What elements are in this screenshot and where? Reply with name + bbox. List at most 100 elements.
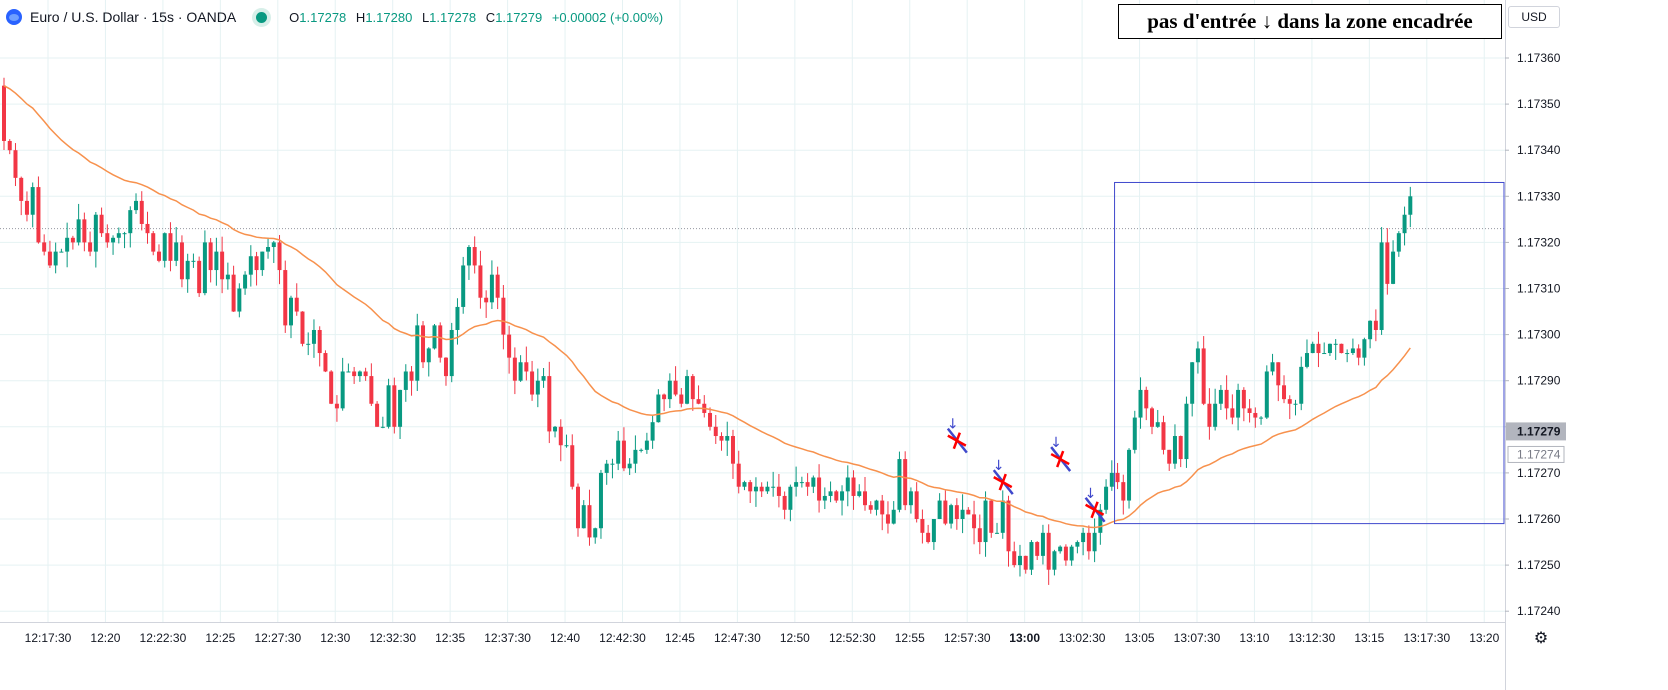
time-axis[interactable]: 12:17:30 12:20 12:22:30 12:25 12:27:30 12:30 1… [0, 622, 1505, 646]
candle-body [943, 500, 948, 524]
candle-body [478, 265, 483, 298]
low-label: L [421, 9, 430, 25]
time-tick-label: 12:40 [550, 631, 580, 645]
candle [593, 527, 598, 544]
candle-body [1385, 242, 1390, 284]
time-tick-label: 12:27:30 [254, 631, 301, 645]
candle-body [1316, 343, 1321, 354]
candle-body [415, 325, 420, 381]
candle-body [128, 210, 133, 234]
annotation-text-box[interactable]: pas d'entrée ↓ dans la zone encadrée [1118, 4, 1502, 39]
time-tick-label: 12:50 [780, 631, 810, 645]
symbol-title[interactable]: Euro / U.S. Dollar · 15s · OANDA [30, 9, 237, 25]
candle [1253, 407, 1258, 428]
candle [989, 500, 994, 538]
candle [530, 360, 535, 401]
candle-body [954, 505, 959, 519]
arrow-down-icon: ↓ [993, 458, 1005, 474]
candle [570, 434, 575, 490]
candle [443, 357, 448, 386]
candle [587, 489, 592, 546]
candle [1316, 331, 1321, 368]
candle-body [1282, 385, 1287, 400]
candle [1339, 343, 1344, 354]
candle [581, 500, 586, 529]
candle [1236, 383, 1241, 431]
candle-body [811, 477, 816, 487]
settings-gear-icon[interactable]: ⚙ [1533, 630, 1549, 647]
candle [845, 465, 850, 507]
candle [621, 427, 626, 472]
entry-marker: ↓ [947, 417, 968, 454]
candle-body [725, 436, 730, 441]
candle-body [920, 519, 925, 533]
candle [1190, 361, 1195, 417]
candle [1075, 540, 1080, 554]
candle-body [443, 357, 448, 377]
last-price-label-bg [1506, 422, 1566, 441]
candle [162, 232, 167, 268]
candle [667, 373, 672, 409]
candle [943, 490, 948, 526]
candle-body [736, 463, 741, 487]
candle [616, 430, 621, 471]
candle [88, 231, 93, 257]
price-tick-label: 1.17350 [1517, 97, 1561, 111]
candle [82, 212, 87, 252]
candle [662, 393, 667, 412]
candle-body [908, 491, 913, 506]
candle [696, 385, 701, 405]
candle [1195, 341, 1200, 374]
candle-body [926, 532, 931, 543]
candle [340, 357, 345, 411]
candle-body [1350, 348, 1355, 354]
candle-body [822, 495, 827, 501]
moving-average-line [3, 85, 1411, 529]
candle [954, 498, 959, 530]
candle [1259, 416, 1264, 425]
candle-body [679, 394, 684, 404]
price-tick-label: 1.17330 [1517, 189, 1561, 203]
candle [426, 347, 431, 377]
candle [1293, 399, 1298, 416]
candle [1138, 377, 1143, 429]
candle [36, 176, 41, 244]
candle-body [99, 214, 104, 234]
candle-body [604, 463, 609, 473]
candle [7, 139, 12, 155]
candle-body [1012, 551, 1017, 566]
candle [1052, 549, 1057, 576]
candle-body [202, 242, 207, 294]
candle-body [1345, 353, 1350, 355]
candle [972, 500, 977, 545]
time-tick-label: 12:55 [895, 631, 925, 645]
candle [1035, 541, 1040, 561]
price-axis[interactable]: 1.17360 1.17350 1.17340 1.17330 1.17320 1.173… [1505, 0, 1566, 690]
candle-body [1127, 449, 1132, 501]
candle [248, 245, 253, 287]
candle-body [708, 412, 713, 427]
candle-body [122, 233, 127, 235]
no-entry-zone-box[interactable] [1114, 181, 1505, 525]
candle-body [271, 242, 276, 248]
candle [398, 389, 403, 440]
candle-body [208, 242, 213, 271]
candle [1132, 410, 1137, 454]
price-tick-label: 1.17360 [1517, 51, 1561, 65]
candle-body [960, 509, 965, 519]
candle [1104, 479, 1109, 514]
candle-body [294, 297, 299, 312]
candle-body [1035, 542, 1040, 556]
candle-body [231, 274, 236, 312]
candle-body [874, 500, 879, 510]
candle [1408, 186, 1413, 228]
candle [788, 484, 793, 522]
candle-body [455, 306, 460, 330]
candle [650, 415, 655, 449]
candle [713, 414, 718, 444]
candle-body [535, 380, 540, 395]
currency-button[interactable]: USD [1508, 6, 1560, 28]
candle [524, 346, 529, 381]
candle-body [989, 500, 994, 533]
